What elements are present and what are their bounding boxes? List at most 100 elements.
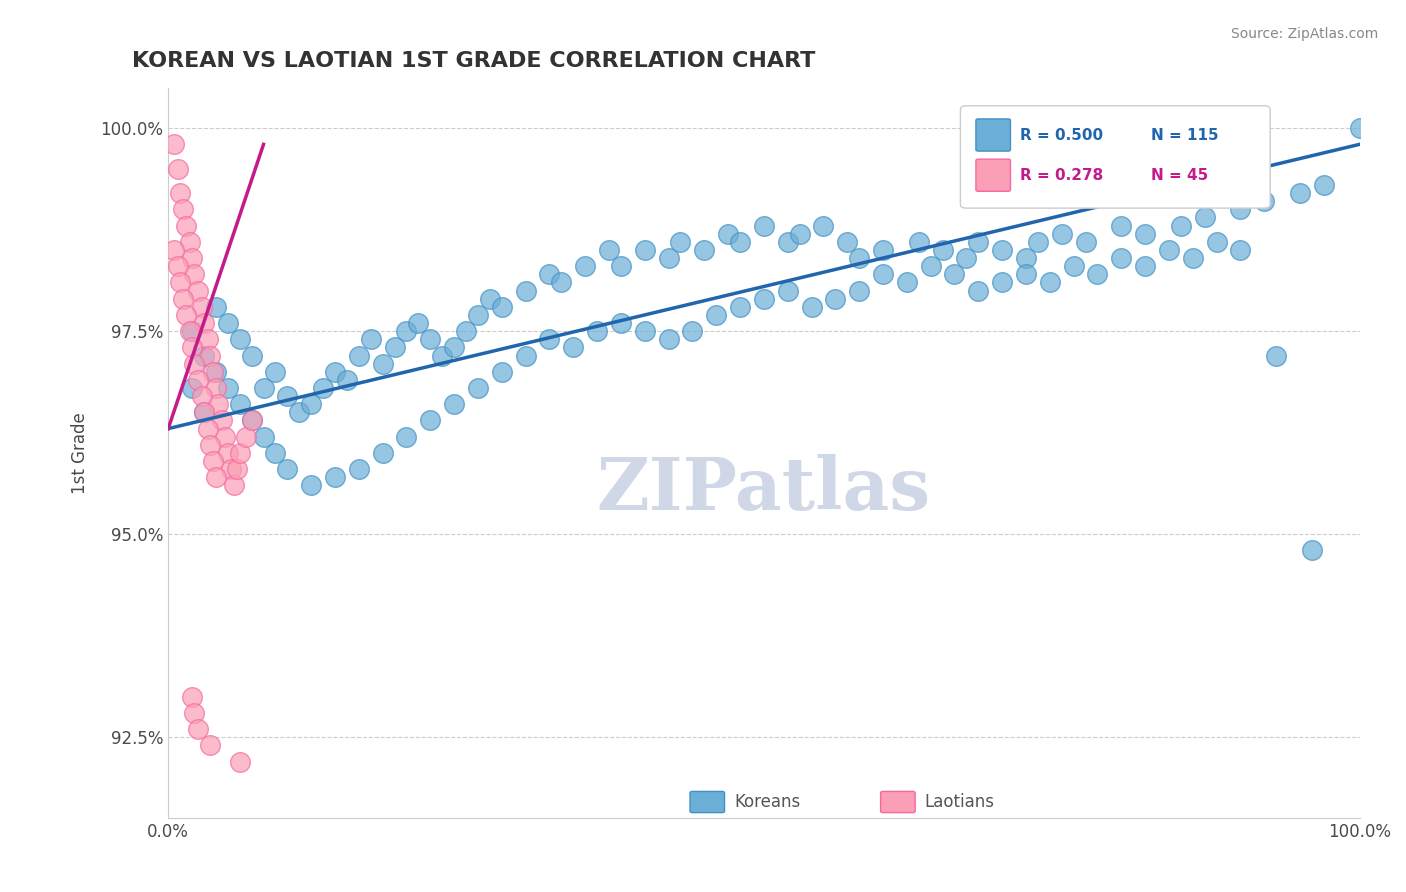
Point	[562, 340, 585, 354]
Point	[226, 462, 249, 476]
Point	[240, 413, 263, 427]
Point	[669, 235, 692, 249]
FancyBboxPatch shape	[880, 791, 915, 813]
Point	[538, 332, 561, 346]
Point	[347, 462, 370, 476]
Point	[221, 462, 243, 476]
Point	[967, 235, 990, 249]
Point	[658, 332, 681, 346]
Point	[169, 276, 191, 290]
Point	[872, 268, 894, 282]
Point	[217, 316, 239, 330]
Point	[193, 316, 215, 330]
Point	[228, 446, 250, 460]
Point	[211, 413, 233, 427]
Point	[1229, 243, 1251, 257]
Point	[1229, 202, 1251, 217]
Point	[1015, 251, 1038, 265]
Point	[704, 308, 727, 322]
Point	[467, 381, 489, 395]
Point	[299, 397, 322, 411]
Point	[323, 365, 346, 379]
Point	[432, 349, 454, 363]
Point	[360, 332, 382, 346]
Point	[1157, 243, 1180, 257]
Point	[205, 381, 228, 395]
Point	[515, 349, 537, 363]
Point	[443, 340, 465, 354]
Point	[752, 219, 775, 233]
Point	[1039, 276, 1062, 290]
Point	[252, 430, 274, 444]
Point	[1050, 227, 1073, 241]
Point	[222, 478, 245, 492]
Point	[371, 357, 394, 371]
Point	[193, 405, 215, 419]
Point	[202, 454, 225, 468]
Point	[214, 430, 236, 444]
Point	[574, 259, 596, 273]
Point	[336, 373, 359, 387]
Point	[193, 405, 215, 419]
Point	[776, 235, 799, 249]
Point	[172, 202, 194, 217]
Point	[299, 478, 322, 492]
Point	[419, 413, 441, 427]
Point	[658, 251, 681, 265]
Point	[1026, 235, 1049, 249]
Text: ZIPatlas: ZIPatlas	[596, 454, 931, 525]
Text: Source: ZipAtlas.com: Source: ZipAtlas.com	[1230, 27, 1378, 41]
Point	[728, 235, 751, 249]
Point	[443, 397, 465, 411]
Point	[1015, 268, 1038, 282]
Point	[1181, 251, 1204, 265]
Point	[789, 227, 811, 241]
Point	[181, 324, 204, 338]
Point	[1109, 219, 1132, 233]
Point	[181, 340, 204, 354]
Point	[454, 324, 477, 338]
Point	[515, 284, 537, 298]
Point	[235, 430, 257, 444]
Point	[183, 357, 205, 371]
Point	[955, 251, 977, 265]
Point	[205, 300, 228, 314]
Point	[586, 324, 609, 338]
Point	[205, 470, 228, 484]
FancyBboxPatch shape	[690, 791, 724, 813]
Point	[1109, 251, 1132, 265]
Point	[276, 389, 298, 403]
Point	[395, 430, 418, 444]
Point	[166, 259, 188, 273]
Point	[205, 365, 228, 379]
Point	[848, 284, 870, 298]
Point	[193, 349, 215, 363]
Point	[538, 268, 561, 282]
Point	[240, 413, 263, 427]
Point	[1289, 186, 1312, 200]
Point	[1074, 235, 1097, 249]
Point	[181, 251, 204, 265]
Text: R = 0.278: R = 0.278	[1019, 168, 1104, 183]
Point	[202, 365, 225, 379]
Point	[681, 324, 703, 338]
Point	[717, 227, 740, 241]
Point	[1087, 268, 1109, 282]
Point	[183, 706, 205, 720]
Point	[1063, 259, 1085, 273]
Point	[848, 251, 870, 265]
Point	[991, 243, 1014, 257]
FancyBboxPatch shape	[976, 159, 1011, 191]
Point	[252, 381, 274, 395]
Y-axis label: 1st Grade: 1st Grade	[72, 412, 89, 494]
Point	[198, 438, 221, 452]
Point	[550, 276, 572, 290]
Point	[752, 292, 775, 306]
Point	[197, 332, 219, 346]
Point	[610, 316, 633, 330]
Point	[190, 300, 212, 314]
Point	[408, 316, 430, 330]
Point	[1133, 259, 1156, 273]
Point	[610, 259, 633, 273]
Point	[288, 405, 311, 419]
